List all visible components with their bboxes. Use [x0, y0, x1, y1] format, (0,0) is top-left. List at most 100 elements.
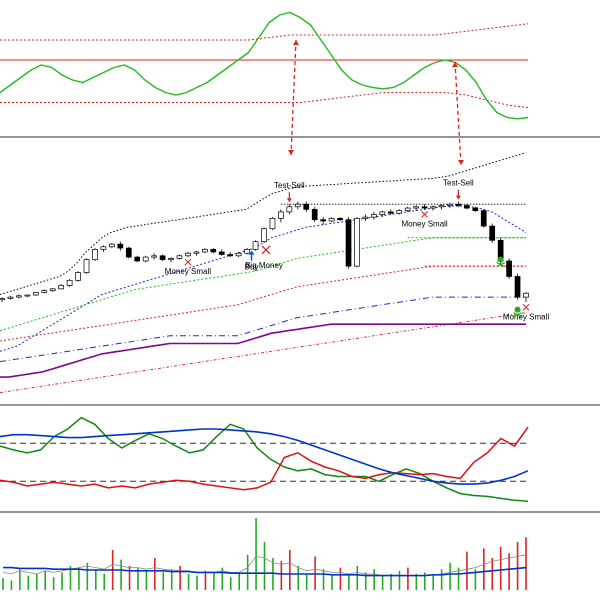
bull-candle — [75, 272, 81, 281]
big-money-label: Big Money — [245, 261, 283, 270]
bear-candle — [320, 219, 327, 222]
skull-icon — [497, 256, 504, 263]
buy-arrowhead — [248, 250, 255, 255]
bull-candle — [142, 256, 149, 262]
bear-candle — [311, 209, 318, 221]
bull-candle — [278, 211, 284, 219]
oscillator-lower-band — [0, 92, 529, 108]
bull-candle — [201, 249, 208, 253]
bull-candle — [193, 251, 200, 254]
stochastic-blue-line — [0, 428, 529, 485]
money-small-label: Money Small — [165, 267, 211, 276]
money-small-cross — [421, 211, 428, 218]
bear-candle — [455, 203, 462, 206]
money-small-label: Money Small — [401, 219, 447, 228]
bull-candle — [235, 252, 242, 257]
money-small-cross — [184, 258, 192, 266]
bear-candle — [387, 211, 394, 214]
volume-panel — [2, 518, 527, 590]
bull-candle — [294, 203, 301, 208]
bull-candle — [396, 210, 403, 214]
money-small-cross — [522, 303, 530, 311]
bull-candle — [100, 246, 107, 250]
test-sell-label: Test-Sell — [443, 179, 474, 188]
skull-icon — [514, 306, 521, 313]
bull-candle — [244, 249, 250, 254]
divergence-arrow-2-head-top — [452, 62, 458, 67]
bull-candle — [185, 252, 191, 257]
bull-candle — [176, 255, 183, 259]
bull-candle — [32, 292, 39, 296]
bull-candle — [404, 207, 411, 211]
test-sell-arrowhead — [286, 198, 292, 203]
panel-separators — [0, 136, 600, 513]
ma-purple-line — [0, 323, 526, 378]
oscillator-upper-band — [0, 23, 529, 41]
bull-candle — [24, 294, 31, 297]
envelope-upper-line — [0, 152, 527, 295]
stochastic-red-line — [0, 426, 529, 491]
test-sell-arrowhead — [455, 195, 461, 200]
bull-candle — [371, 214, 377, 218]
bear-candle — [134, 256, 141, 262]
money-small-label: Money Small — [503, 312, 549, 321]
bear-candle — [210, 249, 217, 253]
bull-candle — [0, 298, 5, 301]
bull-candle — [41, 290, 48, 293]
bull-candle — [7, 296, 14, 299]
bear-candle — [472, 207, 479, 211]
bull-candle — [168, 258, 174, 261]
buy-label: Buy — [245, 263, 259, 272]
bear-candle — [125, 247, 132, 258]
envelope-lower-line — [0, 312, 527, 394]
divergence-arrow-1-head-bottom — [288, 150, 294, 155]
bull-candle — [523, 292, 529, 298]
ma-blue-dashdot-line — [0, 296, 526, 363]
bull-candle — [269, 218, 276, 230]
bull-candle — [413, 206, 419, 209]
bull-candle — [252, 241, 259, 250]
bull-candle — [66, 279, 73, 286]
bear-candle — [159, 255, 166, 261]
bull-candle — [92, 249, 98, 261]
ma-fast-line — [0, 205, 527, 352]
bull-candle — [58, 285, 65, 290]
bull-candle — [16, 295, 22, 298]
bull-candle — [430, 206, 436, 209]
skull-bones-icon — [513, 312, 522, 318]
bull-candle — [379, 211, 386, 215]
skull-bones-icon — [496, 262, 505, 268]
bear-candle — [117, 243, 124, 249]
bull-candle — [83, 259, 90, 273]
test-sell-label: Test-Sell — [274, 181, 305, 190]
oscillator-line — [0, 11, 529, 120]
bull-candle — [438, 205, 445, 208]
bear-candle — [227, 254, 234, 257]
divergence-arrow-2 — [454, 61, 462, 166]
bull-candle — [261, 228, 267, 242]
bull-candle — [447, 203, 453, 206]
big-money-cross — [261, 245, 271, 255]
bull-candle — [354, 218, 360, 267]
bull-candle — [286, 206, 293, 213]
bear-candle — [506, 260, 512, 277]
bull-candle — [49, 288, 56, 291]
bear-candle — [345, 219, 352, 267]
bull-candle — [109, 243, 115, 248]
stochastic-green-line — [0, 416, 529, 502]
bear-candle — [303, 203, 310, 210]
price-panel: Test-Sell Test-Sell Money Small Money Small… — [0, 39, 549, 394]
bear-candle — [218, 251, 225, 255]
bear-candle — [514, 276, 521, 298]
divergence-arrow-1 — [290, 39, 297, 156]
ma-green-line — [0, 237, 526, 332]
stochastic-panel — [0, 416, 529, 502]
volume-average-line — [3, 566, 527, 577]
bear-candle — [480, 210, 487, 227]
bull-candle — [328, 218, 335, 222]
oscillator-panel — [0, 11, 529, 120]
bear-candle — [421, 206, 428, 209]
bear-candle — [463, 205, 470, 209]
